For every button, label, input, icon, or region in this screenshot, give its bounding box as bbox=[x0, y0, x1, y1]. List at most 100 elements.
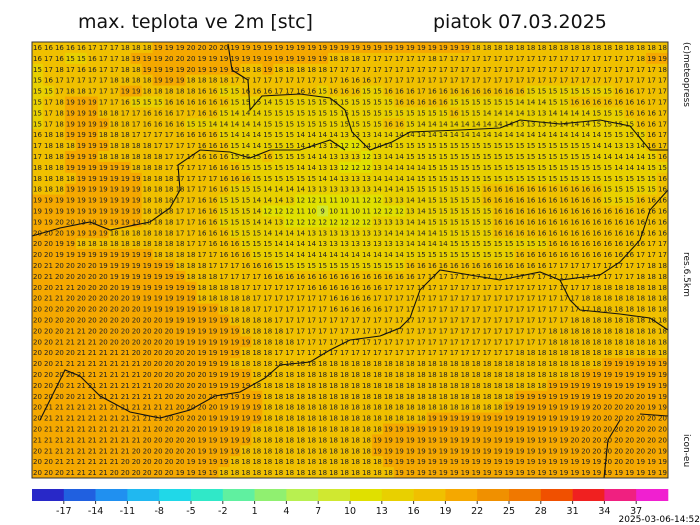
temperature-cell bbox=[86, 183, 99, 196]
temperature-cell bbox=[339, 325, 351, 337]
temperature-value: 21 bbox=[110, 458, 119, 466]
temperature-cell bbox=[218, 292, 230, 305]
temperature-cell bbox=[64, 325, 77, 337]
temperature-value: 15 bbox=[548, 175, 557, 183]
temperature-cell bbox=[536, 205, 548, 217]
temperature-cell bbox=[86, 347, 99, 359]
temperature-cell bbox=[459, 216, 472, 228]
temperature-value: 15 bbox=[505, 142, 514, 150]
temperature-cell bbox=[240, 52, 252, 65]
temperature-value: 16 bbox=[219, 186, 228, 194]
temperature-value: 16 bbox=[187, 131, 196, 139]
temperature-value: 16 bbox=[516, 186, 525, 194]
temperature-value: 19 bbox=[88, 131, 97, 139]
temperature-cell bbox=[273, 118, 285, 130]
temperature-value: 19 bbox=[66, 109, 75, 117]
temperature-value: 15 bbox=[241, 218, 250, 226]
temperature-value: 18 bbox=[143, 175, 152, 183]
temperature-value: 19 bbox=[647, 382, 656, 390]
temperature-cell bbox=[295, 270, 307, 283]
temperature-cell bbox=[437, 151, 450, 163]
temperature-cell bbox=[240, 74, 252, 87]
temperature-cell bbox=[196, 303, 208, 315]
temperature-value: 18 bbox=[603, 295, 612, 303]
temperature-cell bbox=[657, 172, 669, 185]
temperature-value: 13 bbox=[318, 186, 327, 194]
temperature-value: 14 bbox=[417, 164, 426, 172]
temperature-value: 16 bbox=[526, 229, 535, 237]
temperature-value: 19 bbox=[329, 44, 338, 52]
temperature-value: 15 bbox=[559, 88, 568, 96]
temperature-value: 19 bbox=[658, 469, 667, 477]
temperature-value: 15 bbox=[33, 109, 42, 117]
temperature-value: 16 bbox=[592, 98, 601, 106]
temperature-value: 15 bbox=[472, 109, 481, 117]
temperature-value: 17 bbox=[526, 55, 535, 63]
temperature-cell bbox=[317, 172, 329, 185]
temperature-value: 17 bbox=[198, 164, 207, 172]
temperature-value: 15 bbox=[351, 262, 360, 270]
temperature-cell bbox=[64, 63, 77, 76]
temperature-cell bbox=[207, 107, 219, 119]
temperature-cell bbox=[448, 52, 461, 65]
colorbar-band bbox=[381, 489, 414, 501]
temperature-cell bbox=[613, 161, 625, 174]
temperature-cell bbox=[382, 260, 395, 272]
temperature-cell bbox=[503, 227, 515, 239]
colorbar-band bbox=[63, 489, 96, 501]
temperature-value: 18 bbox=[516, 44, 525, 52]
temperature-cell bbox=[75, 107, 88, 119]
temperature-value: 21 bbox=[44, 415, 53, 423]
temperature-cell bbox=[470, 42, 483, 54]
temperature-cell bbox=[404, 292, 417, 305]
temperature-value: 16 bbox=[537, 197, 546, 205]
temperature-value: 15 bbox=[44, 88, 53, 96]
temperature-value: 18 bbox=[44, 142, 53, 150]
temperature-cell bbox=[415, 161, 428, 174]
temperature-value: 17 bbox=[132, 109, 141, 117]
temperature-cell bbox=[569, 292, 581, 305]
temperature-value: 12 bbox=[340, 164, 349, 172]
temperature-value: 17 bbox=[461, 55, 470, 63]
temperature-cell bbox=[130, 281, 143, 294]
temperature-cell bbox=[547, 118, 559, 130]
temperature-value: 18 bbox=[44, 175, 53, 183]
temperature-value: 18 bbox=[439, 404, 448, 412]
temperature-value: 15 bbox=[570, 153, 579, 161]
copyright: (c)meteopress bbox=[681, 42, 691, 107]
temperature-value: 14 bbox=[625, 153, 634, 161]
temperature-value: 20 bbox=[198, 393, 207, 401]
temperature-value: 15 bbox=[461, 197, 470, 205]
temperature-cell bbox=[284, 227, 296, 239]
temperature-cell bbox=[514, 42, 526, 54]
temperature-cell bbox=[108, 118, 121, 130]
temperature-cell bbox=[42, 270, 55, 283]
temperature-value: 17 bbox=[121, 109, 130, 117]
temperature-cell bbox=[657, 227, 669, 239]
temperature-value: 18 bbox=[340, 415, 349, 423]
temperature-value: 14 bbox=[603, 153, 612, 161]
temperature-value: 18 bbox=[340, 458, 349, 466]
temperature-value: 21 bbox=[88, 458, 97, 466]
temperature-value: 18 bbox=[132, 142, 141, 150]
temperature-cell bbox=[339, 292, 351, 305]
temperature-cell bbox=[240, 314, 252, 326]
temperature-cell bbox=[415, 194, 428, 206]
temperature-cell bbox=[185, 63, 197, 76]
temperature-cell bbox=[613, 52, 625, 65]
temperature-cell bbox=[657, 270, 669, 283]
temperature-cell bbox=[624, 314, 636, 326]
temperature-value: 17 bbox=[274, 306, 283, 314]
temperature-value: 12 bbox=[351, 164, 360, 172]
temperature-value: 17 bbox=[592, 273, 601, 281]
temperature-cell bbox=[339, 303, 351, 315]
temperature-cell bbox=[393, 74, 406, 87]
temperature-cell bbox=[32, 140, 44, 152]
temperature-value: 15 bbox=[439, 251, 448, 259]
temperature-value: 17 bbox=[329, 316, 338, 324]
temperature-value: 18 bbox=[252, 425, 261, 433]
temperature-value: 17 bbox=[450, 316, 459, 324]
temperature-value: 18 bbox=[340, 371, 349, 379]
temperature-value: 18 bbox=[428, 404, 437, 412]
temperature-value: 21 bbox=[66, 284, 75, 292]
